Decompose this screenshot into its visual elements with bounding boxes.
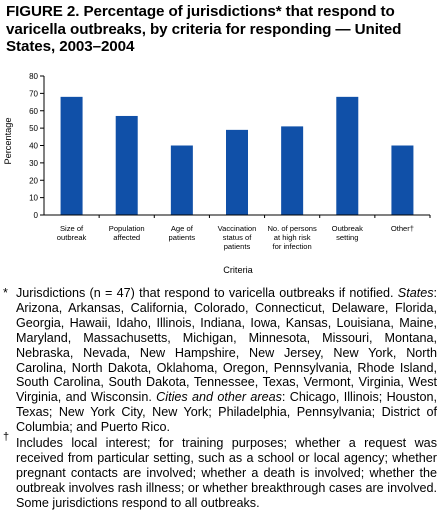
category-label: Age of patients <box>169 224 196 242</box>
bar <box>391 145 414 215</box>
category-label: Size of outbreak <box>57 224 87 242</box>
bar <box>336 96 359 215</box>
y-axis-ticks: 0 10 20 30 40 50 60 70 80 <box>29 72 44 220</box>
category-label: Outbreak setting <box>332 224 363 242</box>
bar-chart: 0 10 20 30 40 50 60 70 80 Size of outbreak Populat… <box>3 72 431 275</box>
category-label: Population affected <box>109 224 145 242</box>
y-tick-label: 0 <box>34 211 39 220</box>
category-label: Other† <box>391 224 414 233</box>
footnote-intro: Jurisdictions (n = 47) that respond to v… <box>16 286 398 300</box>
footnotes: * Jurisdictions (n = 47) that respond to… <box>3 286 437 511</box>
dagger-mark: † <box>3 431 10 444</box>
bars <box>60 96 414 215</box>
cities-list: : Chicago, Illinois; Houston, Texas; New… <box>16 390 437 435</box>
bar <box>281 126 304 215</box>
footnote-other: † Includes local interest; for training … <box>3 431 437 511</box>
bar <box>115 115 138 215</box>
asterisk-mark: * <box>3 286 8 300</box>
bar <box>226 129 248 215</box>
y-tick-label: 20 <box>29 176 38 185</box>
bar <box>60 96 83 215</box>
y-tick-label: 30 <box>29 159 38 168</box>
bar <box>170 145 193 215</box>
y-tick-label: 50 <box>29 124 38 133</box>
states-list: : Arizona, Arkansas, California, Colorad… <box>16 286 437 405</box>
y-axis-title: Percentage <box>3 118 13 165</box>
figure-title: FIGURE 2. Percentage of jurisdictions* t… <box>6 3 402 55</box>
category-label: Vaccination status of patients <box>218 224 257 251</box>
cities-label: Cities and other areas <box>156 390 282 405</box>
states-label: States <box>397 286 434 300</box>
footnote-other-text: Includes local interest; for training pu… <box>16 436 437 510</box>
x-axis-labels: Size of outbreak Population affected Age of p… <box>57 215 431 251</box>
category-label: No. of persons at high risk for infection <box>267 224 317 251</box>
y-tick-label: 60 <box>29 107 38 116</box>
y-tick-label: 10 <box>29 194 38 203</box>
y-tick-label: 70 <box>29 89 38 98</box>
y-tick-label: 80 <box>29 72 38 81</box>
footnote-jurisdictions: * Jurisdictions (n = 47) that respond to… <box>3 286 437 435</box>
y-tick-label: 40 <box>29 142 38 151</box>
x-axis-title: Criteria <box>223 265 253 275</box>
